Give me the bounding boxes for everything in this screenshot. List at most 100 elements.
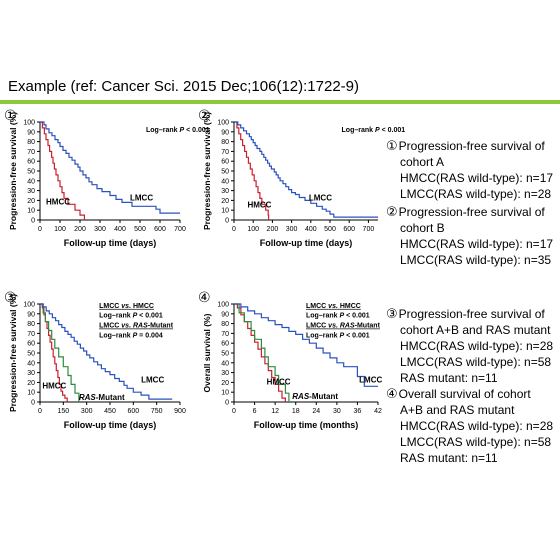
x-tick-label: 600 (127, 408, 139, 415)
y-tick-label: 70 (27, 149, 35, 156)
series-label: LMCC (359, 375, 382, 384)
series-line-lmcc (40, 121, 180, 214)
description-number: ① (386, 138, 398, 153)
y-tick-label: 0 (31, 400, 35, 407)
series-label: HMCC (267, 377, 291, 386)
y-tick-label: 80 (221, 321, 229, 328)
panel-number: ① (4, 107, 17, 123)
x-tick-label: 400 (305, 226, 317, 233)
series-label: HMCC (46, 197, 70, 206)
y-tick-label: 80 (221, 139, 229, 146)
y-tick-label: 100 (23, 120, 35, 127)
y-axis-label: Progression-free survival (%) (8, 112, 18, 230)
series-label: RAS-Mutant (292, 392, 338, 401)
description-heading-text: Overall survival of cohort (398, 387, 531, 401)
y-tick-label: 100 (23, 302, 35, 309)
y-tick-label: 90 (27, 129, 35, 136)
description-4: ④Overall survival of cohort A+B and RAS m… (386, 386, 553, 466)
x-axis-label: Follow-up time (days) (64, 238, 157, 248)
title-divider (0, 100, 560, 104)
x-tick-label: 6 (253, 408, 257, 415)
description-line: LMCC(RAS wild-type): n=35 (400, 253, 552, 267)
series-label: HMCC (247, 200, 271, 209)
series-line-hmcc (40, 121, 85, 220)
km-plot-2: ② 0 10 20 30 40 50 60 70 80 90 100 0 100 200 300 400 500 6… (196, 107, 405, 258)
panel-number: ④ (198, 289, 211, 305)
y-tick-label: 50 (27, 169, 35, 176)
y-tick-label: 60 (27, 341, 35, 348)
x-tick-label: 750 (151, 408, 163, 415)
x-axis-label: Follow-up time (months) (254, 420, 358, 430)
annotation-text: Log–rank P < 0.001 (99, 313, 163, 320)
y-axis-label: Progression-free survival (%) (202, 112, 212, 230)
series-line-hmcc (234, 121, 270, 220)
y-tick-label: 40 (221, 360, 229, 367)
y-axis-label: Progression-free survival (%) (8, 294, 18, 412)
x-tick-label: 700 (174, 226, 186, 233)
y-tick-label: 60 (221, 341, 229, 348)
y-tick-label: 90 (27, 311, 35, 318)
y-tick-label: 90 (221, 129, 229, 136)
series-line-ras-mutant (234, 303, 290, 402)
panel-number: ③ (4, 289, 17, 305)
y-tick-label: 80 (27, 321, 35, 328)
y-tick-label: 30 (221, 188, 229, 195)
y-tick-label: 10 (221, 390, 229, 397)
km-plot-4: ④ 0 10 20 30 40 50 60 70 80 90 100 0 6 12 18 24 30 36 42 Fol… (196, 289, 386, 440)
y-tick-label: 0 (225, 400, 229, 407)
annotation-text: Log–rank P < 0.001 (306, 332, 370, 339)
y-tick-label: 20 (27, 380, 35, 387)
series-label: HMCC (42, 381, 66, 390)
x-axis-label: Follow-up time (days) (64, 420, 157, 430)
x-tick-label: 200 (74, 226, 86, 233)
y-tick-label: 10 (221, 208, 229, 215)
description-line: LMCC(RAS wild-type): n=28 (400, 187, 552, 201)
chart-svg: ③ 0 10 20 30 40 50 60 70 80 90 100 0 150 300 450 600 750 9… (4, 289, 186, 430)
series-line-hmcc (234, 303, 286, 402)
description-1: ①Progression-free survival of cohort A HMC… (386, 138, 553, 202)
description-line: LMCC(RAS wild-type): n=58 (400, 435, 552, 449)
x-tick-label: 100 (247, 226, 259, 233)
description-heading-text: Progression-free survival of (398, 307, 545, 321)
x-tick-label: 12 (271, 408, 279, 415)
km-plot-1: ① 0 10 20 30 40 50 60 70 80 90 100 0 100 200 300 400 500 6… (2, 107, 210, 258)
y-tick-label: 30 (221, 370, 229, 377)
y-tick-label: 70 (221, 331, 229, 338)
description-number: ④ (386, 386, 398, 401)
annotation-text: Log–rank P = 0.004 (99, 332, 163, 339)
series-label: LMCC (130, 193, 153, 202)
description-line: HMCC(RAS wild-type): n=17 (400, 237, 554, 251)
x-tick-label: 18 (292, 408, 300, 415)
x-tick-label: 42 (374, 408, 382, 415)
chart-svg: ① 0 10 20 30 40 50 60 70 80 90 100 0 100 200 300 400 500 6… (4, 107, 210, 248)
chart-svg: ④ 0 10 20 30 40 50 60 70 80 90 100 0 6 12 18 24 30 36 42 Fol… (198, 289, 382, 430)
series-line-lmcc (40, 303, 173, 400)
y-tick-label: 10 (27, 390, 35, 397)
description-line: LMCC(RAS wild-type): n=58 (400, 355, 552, 369)
series-label: RAS-Mutant (79, 393, 125, 402)
km-plot-3: ③ 0 10 20 30 40 50 60 70 80 90 100 0 150 300 450 600 750 9… (2, 289, 188, 440)
x-tick-label: 0 (38, 408, 42, 415)
y-tick-label: 40 (221, 178, 229, 185)
x-tick-label: 400 (114, 226, 126, 233)
description-line: cohort B (400, 221, 445, 235)
description-line: HMCC(RAS wild-type): n=28 (400, 339, 554, 353)
y-tick-label: 0 (31, 218, 35, 225)
y-tick-label: 60 (27, 159, 35, 166)
y-tick-label: 100 (217, 302, 229, 309)
y-tick-label: 50 (221, 351, 229, 358)
description-line: RAS mutant: n=11 (400, 451, 498, 465)
x-tick-label: 36 (354, 408, 362, 415)
x-tick-label: 500 (134, 226, 146, 233)
series-line-lmcc (234, 303, 378, 387)
series-label: LMCC (141, 375, 164, 384)
y-tick-label: 40 (27, 360, 35, 367)
annotation-text: Log–rank P < 0.001 (342, 127, 406, 134)
y-tick-label: 20 (27, 198, 35, 205)
page-title: Example (ref: Cancer Sci. 2015 Dec;106(1… (8, 78, 360, 95)
annotation-text: LMCC vs. RAS-Mutant (99, 323, 174, 330)
x-tick-label: 24 (312, 408, 320, 415)
x-tick-label: 450 (104, 408, 116, 415)
panel-number: ② (198, 107, 211, 123)
y-tick-label: 50 (221, 169, 229, 176)
